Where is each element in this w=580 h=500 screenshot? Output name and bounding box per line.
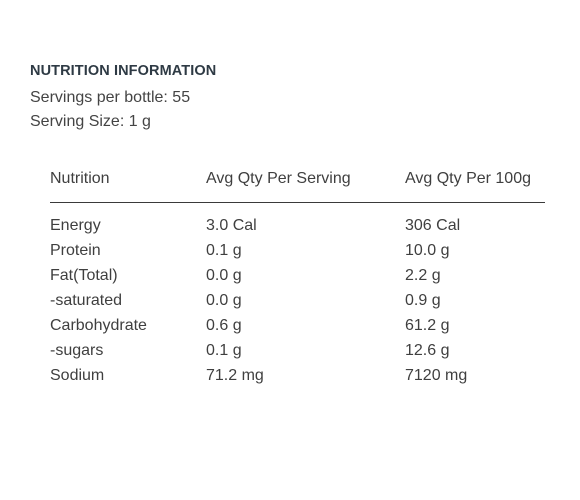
servings-per-bottle: Servings per bottle: 55	[30, 89, 191, 106]
per-100g-value: 2.2 g	[405, 266, 441, 284]
table-row: Protein 0.1 g 10.0 g	[50, 238, 545, 263]
serving-size: Serving Size: 1 g	[30, 113, 151, 130]
header-nutrition: Nutrition	[50, 170, 110, 187]
per-serving-value: 3.0 Cal	[206, 216, 257, 234]
per-100g-value: 7120 mg	[405, 366, 468, 384]
table-row: Energy 3.0 Cal 306 Cal	[50, 213, 545, 238]
per-100g-value: 12.6 g	[405, 341, 450, 359]
per-serving-value: 0.0 g	[206, 291, 242, 309]
per-100g-value: 10.0 g	[405, 241, 450, 259]
nutrient-name: -sugars	[50, 341, 104, 359]
per-serving-value: 0.1 g	[206, 241, 242, 259]
table-row: Carbohydrate 0.6 g 61.2 g	[50, 313, 545, 338]
table-row: Fat(Total) 0.0 g 2.2 g	[50, 263, 545, 288]
nutrient-name: -saturated	[50, 291, 123, 309]
table-row: -sugars 0.1 g 12.6 g	[50, 338, 545, 363]
nutrition-panel: NUTRITION INFORMATION Servings per bottl…	[30, 60, 550, 384]
per-100g-value: 61.2 g	[405, 316, 450, 334]
nutrition-table: Nutrition Avg Qty Per Serving Avg Qty Pe…	[50, 162, 545, 388]
header-per-serving: Avg Qty Per Serving	[206, 170, 351, 187]
nutrient-name: Protein	[50, 241, 101, 259]
table-header-row: Nutrition Avg Qty Per Serving Avg Qty Pe…	[50, 162, 545, 203]
header-per-100g: Avg Qty Per 100g	[405, 170, 531, 187]
nutrition-heading: NUTRITION INFORMATION	[30, 63, 217, 79]
nutrient-name: Fat(Total)	[50, 266, 118, 284]
table-body: Energy 3.0 Cal 306 Cal Protein 0.1 g 10.…	[50, 213, 545, 388]
nutrient-name: Energy	[50, 216, 101, 234]
per-serving-value: 71.2 mg	[206, 366, 264, 384]
per-serving-value: 0.1 g	[206, 341, 242, 359]
table-row: Sodium 71.2 mg 7120 mg	[50, 363, 545, 388]
per-100g-value: 306 Cal	[405, 216, 461, 234]
per-100g-value: 0.9 g	[405, 291, 441, 309]
nutrient-name: Carbohydrate	[50, 316, 147, 334]
per-serving-value: 0.0 g	[206, 266, 242, 284]
table-row: -saturated 0.0 g 0.9 g	[50, 288, 545, 313]
per-serving-value: 0.6 g	[206, 316, 242, 334]
nutrient-name: Sodium	[50, 366, 105, 384]
